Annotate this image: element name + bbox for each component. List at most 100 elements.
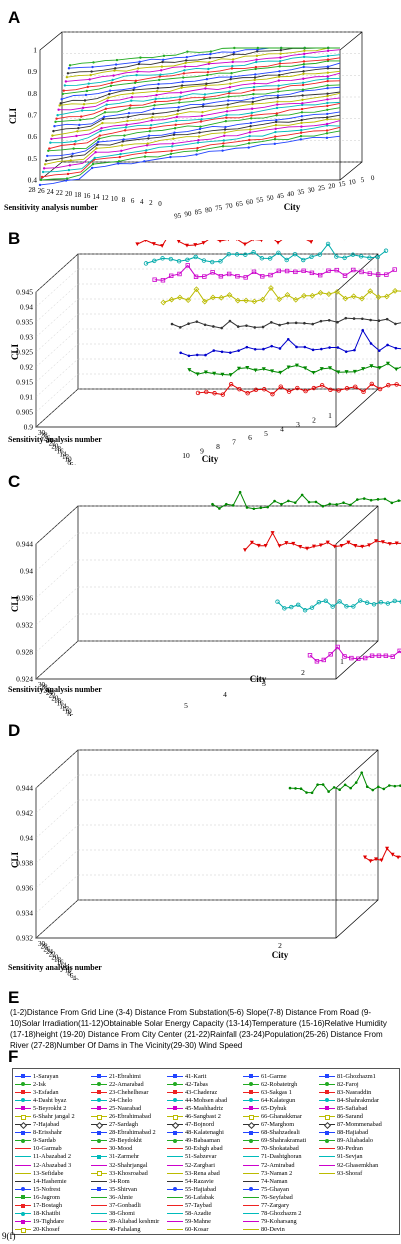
legend-swatch (15, 1164, 31, 1166)
data-point (180, 86, 183, 89)
data-point (179, 95, 182, 99)
data-point (157, 82, 160, 86)
legend-item: 69-Shahrakramati (243, 1137, 306, 1145)
cli-tick-label: 0.936 (16, 884, 33, 893)
data-point (170, 145, 174, 148)
data-point (218, 507, 221, 510)
data-point (299, 134, 303, 138)
data-point (208, 56, 212, 60)
legend-item: 81-Ghozhazm1 (319, 1072, 382, 1080)
data-point (286, 321, 290, 325)
data-point (278, 62, 282, 65)
legend-label: 67-Marghom (261, 1121, 295, 1129)
legend-label: 77-Zargary (261, 1202, 290, 1210)
run-tick-label: 24 (46, 437, 54, 445)
legend-item: 76-Seyfabad (243, 1193, 306, 1201)
data-point (208, 61, 211, 64)
data-point (319, 367, 324, 371)
data-point (108, 92, 111, 96)
data-point (259, 296, 266, 303)
run-line (45, 118, 341, 165)
series-3 (363, 846, 401, 864)
data-point (69, 159, 73, 162)
data-point (353, 384, 358, 389)
data-point (178, 98, 181, 101)
data-point (62, 89, 65, 92)
legend-swatch (243, 1156, 259, 1158)
data-point (249, 128, 252, 131)
run-line (43, 125, 341, 173)
data-point (120, 144, 124, 147)
legend-item: 85-Safiabad (319, 1104, 382, 1112)
data-point (56, 114, 59, 117)
data-point (302, 72, 305, 76)
legend-swatch (319, 1106, 335, 1111)
data-point (61, 92, 64, 96)
legend-label: 26-Ebrahimabad (109, 1113, 151, 1121)
city-tick-label: 85 (194, 208, 203, 217)
legend-swatch (167, 1121, 183, 1129)
front-edge (335, 505, 379, 679)
data-point (60, 98, 63, 101)
data-point (336, 320, 339, 324)
run-line (41, 130, 341, 181)
legend-label: 83-Nasraddin (337, 1088, 372, 1096)
data-point (232, 53, 235, 56)
data-point (295, 345, 298, 349)
data-point (275, 599, 280, 604)
legend-item: 70-Shokatabad (243, 1145, 306, 1153)
legend-column: 81-Ghozhazm1 82-Faroj 83-Nasraddin 84-Shahr… (319, 1072, 382, 1177)
data-point (328, 387, 333, 392)
run-line (48, 107, 341, 152)
legend-swatch (15, 1203, 31, 1208)
data-point (91, 162, 95, 166)
data-point (151, 112, 155, 116)
data-point (301, 81, 305, 84)
data-point (328, 652, 333, 657)
data-point (342, 654, 347, 659)
data-point (309, 292, 316, 299)
data-point (325, 136, 329, 140)
front-edge (335, 749, 379, 938)
legend-item: 17-Bostagh (15, 1202, 75, 1210)
data-point (226, 251, 231, 257)
chart-b: 0.9 0.905 0.91 0.915 0.92 0.925 0.93 0.935 0.94 0… (8, 240, 401, 465)
data-point (177, 106, 180, 109)
data-point (275, 106, 279, 110)
grid-lines (35, 505, 378, 680)
data-point (205, 82, 208, 85)
run-series-24 (63, 54, 341, 87)
data-point (242, 242, 247, 247)
x-axis-label: City (250, 674, 267, 684)
legend-swatch (91, 1229, 107, 1231)
data-point (229, 82, 232, 85)
data-point (41, 170, 45, 174)
legend-item: 20-Khosef (15, 1226, 75, 1234)
gridline-cli (35, 373, 79, 413)
legend-swatch (167, 1156, 183, 1158)
legend-swatch (167, 1148, 183, 1150)
panel-letter-f: F (8, 1047, 19, 1066)
data-point (232, 51, 236, 54)
run-tick-label: 28 (41, 943, 49, 951)
legend-swatch (243, 1082, 259, 1087)
run-tick-label: 4 (140, 198, 144, 206)
data-point (90, 70, 93, 73)
data-point (39, 178, 43, 182)
data-point (66, 72, 70, 75)
data-point (121, 140, 125, 143)
data-point (102, 117, 105, 121)
data-point (199, 120, 203, 123)
legend-swatch (243, 1148, 259, 1150)
legend-swatch (91, 1187, 107, 1192)
cli-tick-label: 0.93 (20, 333, 33, 342)
data-point (351, 604, 356, 609)
data-point (229, 75, 233, 79)
city-tick-label: 35 (297, 188, 306, 197)
data-point (196, 146, 199, 150)
run-tick-label: 28 (41, 684, 49, 692)
data-point (108, 89, 112, 92)
legend-label: 28-Ebrahimabad 2 (109, 1129, 156, 1137)
legend-label: 4-Dasht byaz (33, 1096, 67, 1104)
data-point (90, 166, 94, 170)
